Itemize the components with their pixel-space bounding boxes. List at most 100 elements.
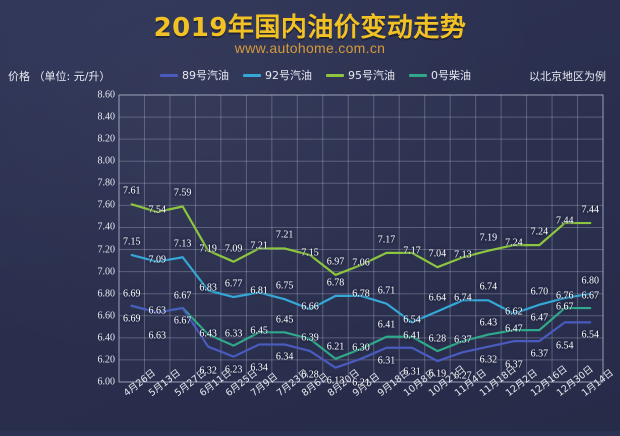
y-axis-tick: 6.00 <box>97 376 116 388</box>
data-label: 6.30 <box>352 342 370 354</box>
data-label: 6.75 <box>275 280 294 292</box>
data-label: 7.44 <box>581 204 600 216</box>
chart-note: 以北京地区为例 <box>529 70 606 83</box>
data-label: 7.59 <box>173 187 192 199</box>
y-axis-caption: 价格 （单位: 元/升） <box>8 70 111 83</box>
data-label: 6.67 <box>556 301 574 313</box>
legend-label: 0号柴油 <box>431 69 471 82</box>
data-label: 6.67 <box>173 290 192 302</box>
y-axis-tick: 7.80 <box>97 177 116 189</box>
legend-label: 89号汽油 <box>182 69 229 82</box>
y-axis-tick: 8.20 <box>97 133 116 145</box>
legend-item-2[interactable]: 95号汽油 <box>326 67 395 83</box>
legend-swatch-icon <box>409 73 427 77</box>
data-label: 7.09 <box>148 254 166 266</box>
data-label: 7.24 <box>505 237 523 249</box>
data-label: 6.67 <box>581 290 600 302</box>
data-label: 6.28 <box>428 333 447 345</box>
data-label: 6.66 <box>301 301 319 313</box>
data-label: 7.21 <box>275 229 294 241</box>
data-label: 6.97 <box>326 256 345 268</box>
data-label: 6.41 <box>403 330 421 342</box>
data-label: 6.74 <box>454 292 472 304</box>
data-label: 6.37 <box>505 359 523 371</box>
data-label: 7.19 <box>199 243 217 255</box>
data-label: 6.70 <box>530 286 549 298</box>
page-subtitle: www.autohome.com.cn <box>234 40 386 56</box>
data-label: 6.37 <box>454 334 472 346</box>
data-label: 6.39 <box>301 332 319 344</box>
legend-swatch-icon <box>243 73 261 77</box>
legend-label: 92号汽油 <box>265 69 312 82</box>
data-label: 6.34 <box>250 362 268 374</box>
data-label: 7.04 <box>428 248 447 260</box>
data-label: 6.47 <box>530 312 549 324</box>
data-label: 6.62 <box>505 306 523 318</box>
y-axis-tick: 7.40 <box>97 221 116 233</box>
data-label: 7.06 <box>352 257 370 269</box>
data-label: 6.32 <box>199 365 217 377</box>
data-label: 6.54 <box>581 329 600 341</box>
data-label: 6.77 <box>224 278 243 290</box>
data-label: 6.45 <box>250 325 268 337</box>
data-label: 6.71 <box>377 285 396 297</box>
data-label: 6.69 <box>122 288 141 300</box>
data-label: 7.17 <box>377 234 396 246</box>
data-label: 6.78 <box>326 277 345 289</box>
data-label: 6.54 <box>556 340 574 352</box>
data-label: 6.28 <box>301 369 319 381</box>
data-label: 7.13 <box>173 238 192 250</box>
data-label: 7.44 <box>556 215 574 227</box>
data-label: 6.31 <box>403 366 421 378</box>
data-label: 7.09 <box>224 243 243 255</box>
data-label: 6.54 <box>403 314 421 326</box>
data-label: 6.21 <box>326 341 345 353</box>
y-axis-tick: 6.20 <box>97 354 116 366</box>
data-label: 6.67 <box>173 315 192 327</box>
data-label: 6.64 <box>428 292 447 304</box>
legend-item-3[interactable]: 0号柴油 <box>409 67 471 83</box>
data-label: 7.15 <box>301 247 319 259</box>
y-axis-tick: 7.20 <box>97 244 116 256</box>
y-axis-tick: 6.80 <box>97 288 116 300</box>
data-label: 7.24 <box>530 226 549 238</box>
data-label: 6.37 <box>530 348 549 360</box>
y-axis-tick: 8.00 <box>97 155 116 167</box>
data-label: 6.23 <box>224 364 243 376</box>
data-label: 6.33 <box>224 328 243 340</box>
data-label: 6.63 <box>148 305 166 317</box>
data-label: 6.43 <box>479 317 498 329</box>
data-label: 6.21 <box>352 377 370 389</box>
data-label: 7.13 <box>454 249 472 261</box>
legend-item-1[interactable]: 92号汽油 <box>243 67 312 83</box>
data-label: 7.19 <box>479 232 498 244</box>
data-label: 7.17 <box>403 245 421 257</box>
legend-label: 95号汽油 <box>348 69 395 82</box>
legend-swatch-icon <box>160 73 178 77</box>
chart-legend: 89号汽油 92号汽油 95号汽油 0号柴油 <box>160 67 471 83</box>
data-label: 6.83 <box>199 282 217 294</box>
data-label: 6.31 <box>377 355 396 367</box>
data-label: 6.78 <box>352 288 370 300</box>
data-label: 6.32 <box>479 354 498 366</box>
data-label: 6.27 <box>454 370 472 382</box>
legend-item-0[interactable]: 89号汽油 <box>160 67 229 83</box>
data-label: 6.74 <box>479 281 498 293</box>
y-axis-tick: 7.00 <box>97 266 116 278</box>
page-title: 2019年国内油价变动走势 <box>153 13 467 43</box>
data-label: 6.81 <box>250 285 268 297</box>
data-label: 6.80 <box>581 275 600 287</box>
data-label: 6.43 <box>199 328 217 340</box>
data-label: 6.41 <box>377 319 396 331</box>
data-label: 6.76 <box>556 290 574 302</box>
data-label: 6.45 <box>275 314 294 326</box>
y-axis-tick: 8.60 <box>97 89 116 101</box>
data-label: 6.69 <box>122 313 141 325</box>
data-label: 6.34 <box>275 351 294 363</box>
data-label: 7.15 <box>122 236 141 248</box>
y-axis-tick: 6.60 <box>97 310 116 322</box>
legend-swatch-icon <box>326 73 344 77</box>
y-axis-tick: 7.60 <box>97 199 116 211</box>
